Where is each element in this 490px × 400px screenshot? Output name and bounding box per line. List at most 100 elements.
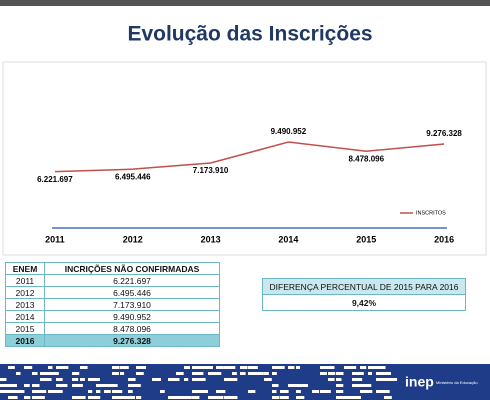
- pattern-block: [240, 372, 246, 375]
- data-label: 6.495.446: [115, 172, 151, 181]
- table-row: 2014 9.490.952: [5, 310, 220, 323]
- table-cell: 7.173.910: [44, 298, 220, 311]
- pattern-block: [360, 390, 369, 393]
- pattern-block: [128, 384, 141, 387]
- pattern-block: [56, 384, 68, 387]
- pattern-block: [216, 372, 222, 375]
- pattern-block: [368, 372, 373, 375]
- pattern-block: [104, 384, 113, 387]
- pattern-block: [248, 366, 258, 369]
- data-label: 7.173.910: [193, 166, 229, 175]
- pattern-block: [56, 378, 63, 381]
- pattern-block: [8, 396, 18, 399]
- pattern-block: [288, 366, 295, 369]
- x-tick-label: 2015: [356, 234, 376, 244]
- pattern-block: [8, 366, 15, 369]
- pattern-block: [184, 378, 189, 381]
- pattern-block: [40, 372, 51, 375]
- pattern-block: [296, 384, 307, 387]
- pattern-block: [16, 390, 25, 393]
- data-table: ENEM INCRIÇÕES NÃO CONFIRMADAS 2011 6.221.6…: [5, 262, 220, 347]
- chart-title: Evolução das Inscrições: [127, 23, 372, 46]
- pattern-block: [136, 372, 144, 375]
- difference-box: DIFERENÇA PERCENTUAL DE 2015 PARA 2016 9…: [262, 278, 466, 311]
- pattern-block: [40, 390, 47, 393]
- pattern-block: [120, 372, 125, 375]
- pattern-block: [272, 396, 280, 399]
- pattern-block: [280, 390, 289, 393]
- pattern-block: [240, 366, 248, 369]
- pattern-block: [128, 396, 136, 399]
- pattern-block: [176, 396, 187, 399]
- pattern-block: [304, 384, 309, 387]
- pattern-block: [152, 378, 161, 381]
- table-row: ENEM INCRIÇÕES NÃO CONFIRMADAS: [5, 262, 220, 275]
- pattern-block: [328, 378, 335, 381]
- table-row: 2012 6.495.446: [5, 286, 220, 299]
- data-label: 9.276.328: [426, 129, 462, 138]
- pattern-block: [176, 372, 184, 375]
- pattern-block: [248, 372, 260, 375]
- pattern-block: [272, 384, 279, 387]
- difference-value: 9,42%: [262, 294, 466, 311]
- table-cell: 2012: [5, 286, 45, 299]
- table-row: 2013 7.173.910: [5, 298, 220, 311]
- table-cell: 2013: [5, 298, 45, 311]
- pattern-block: [72, 396, 86, 399]
- pattern-block: [112, 366, 120, 369]
- pattern-block: [32, 384, 40, 387]
- pattern-block: [216, 396, 224, 399]
- pattern-block: [112, 396, 121, 399]
- table-row: 2011 6.221.697: [5, 274, 220, 287]
- pattern-block: [192, 378, 206, 381]
- pattern-block: [320, 372, 327, 375]
- pattern-block: [216, 366, 224, 369]
- table-cell: 9.276.328: [44, 334, 220, 347]
- pattern-block: [224, 366, 236, 369]
- table-cell: 2014: [5, 310, 45, 323]
- pattern-block: [336, 384, 344, 387]
- pattern-block: [312, 390, 320, 393]
- pattern-block: [24, 366, 33, 369]
- table-row: 2016 9.276.328: [5, 334, 220, 347]
- pattern-block: [232, 372, 237, 375]
- pattern-block: [320, 366, 331, 369]
- data-label: 9.490.952: [271, 127, 307, 136]
- pattern-block: [0, 390, 13, 393]
- pattern-block: [216, 390, 226, 393]
- pattern-block: [264, 372, 269, 375]
- line-series: [54, 141, 445, 173]
- chart-frame: [2, 61, 487, 256]
- data-label: 8.478.096: [348, 154, 384, 163]
- pattern-block: [128, 390, 133, 393]
- pattern-block: [376, 366, 386, 369]
- pattern-block: [368, 366, 376, 369]
- pattern-block: [112, 372, 119, 375]
- x-tick-label: 2013: [201, 234, 221, 244]
- pattern-block: [136, 366, 147, 369]
- pattern-block: [72, 378, 79, 381]
- top-bar: [0, 0, 490, 6]
- pattern-block: [328, 366, 335, 369]
- pattern-block: [224, 378, 235, 381]
- pattern-block: [200, 390, 209, 393]
- pattern-block: [32, 396, 45, 399]
- pattern-block: [200, 366, 213, 369]
- data-label: 6.221.697: [37, 175, 73, 184]
- pattern-block: [112, 390, 123, 393]
- pattern-block: [88, 390, 93, 393]
- table-cell: 2015: [5, 322, 45, 335]
- pattern-block: [72, 372, 80, 375]
- legend-label: INSCRITOS: [416, 210, 446, 216]
- pattern-block: [8, 390, 19, 393]
- pattern-block: [352, 372, 364, 375]
- pattern-block: [192, 390, 205, 393]
- pattern-block: [72, 384, 83, 387]
- pattern-block: [296, 396, 305, 399]
- pattern-block: [336, 372, 344, 375]
- pattern-block: [344, 396, 356, 399]
- pattern-block: [56, 390, 63, 393]
- pattern-block: [200, 378, 206, 381]
